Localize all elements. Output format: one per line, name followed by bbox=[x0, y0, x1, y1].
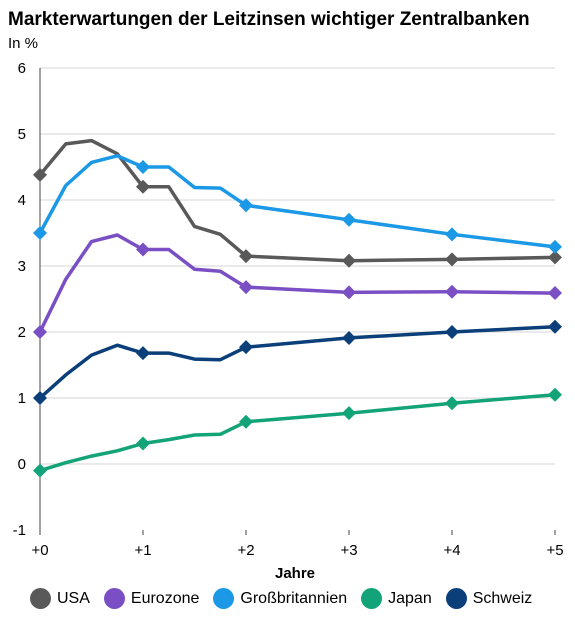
data-point bbox=[548, 319, 562, 334]
legend-swatch bbox=[445, 588, 467, 609]
legend: USA Eurozone Großbritannien Japan Schweiz bbox=[30, 588, 546, 609]
y-tick-label: 6 bbox=[18, 60, 26, 77]
data-point bbox=[548, 387, 562, 402]
data-point bbox=[445, 325, 459, 339]
y-tick-label: 1 bbox=[18, 390, 26, 407]
legend-item: USA bbox=[30, 588, 90, 609]
legend-label: Großbritannien bbox=[240, 589, 348, 607]
data-point bbox=[548, 286, 562, 301]
data-point bbox=[33, 167, 47, 182]
axes bbox=[39, 68, 556, 535]
data-point bbox=[239, 198, 253, 213]
data-point bbox=[342, 285, 356, 300]
y-tick-label: 0 bbox=[18, 456, 26, 473]
data-point bbox=[342, 406, 356, 421]
data-point bbox=[136, 436, 150, 451]
data-point bbox=[445, 396, 459, 411]
data-point bbox=[136, 179, 150, 194]
legend-swatch bbox=[103, 588, 125, 609]
legend-label: USA bbox=[57, 589, 90, 607]
data-point bbox=[33, 325, 47, 339]
series-line bbox=[38, 154, 557, 249]
x-axis-label: Jahre bbox=[275, 565, 315, 582]
data-point bbox=[548, 239, 562, 254]
x-tick-label: +2 bbox=[237, 542, 254, 559]
series-lines bbox=[38, 138, 557, 473]
legend-item: Großbritannien bbox=[213, 588, 347, 609]
unit-label: In % bbox=[8, 35, 39, 52]
data-point bbox=[239, 414, 253, 429]
y-tick-label: 5 bbox=[18, 126, 26, 143]
gridlines bbox=[40, 67, 555, 465]
tick-labels: -1 0 1 2 3 4 5 6 +0 +1 +2 +3 +4 +5 bbox=[13, 60, 564, 559]
data-point bbox=[342, 253, 356, 268]
series-markers bbox=[33, 160, 562, 478]
x-tick-label: +1 bbox=[134, 542, 151, 559]
data-point bbox=[342, 212, 356, 227]
data-point bbox=[239, 249, 253, 264]
legend-swatch bbox=[30, 588, 51, 609]
data-point bbox=[239, 340, 253, 355]
data-point bbox=[342, 330, 356, 345]
data-point bbox=[445, 252, 459, 267]
legend-item: Schweiz bbox=[445, 588, 533, 609]
data-point bbox=[33, 463, 47, 478]
series-line bbox=[38, 392, 557, 473]
data-point bbox=[33, 391, 47, 405]
series-line bbox=[38, 324, 557, 400]
data-point bbox=[33, 226, 47, 240]
legend-label: Eurozone bbox=[130, 589, 200, 607]
legend-label: Japan bbox=[388, 589, 432, 607]
data-point bbox=[445, 284, 459, 299]
data-point bbox=[136, 346, 150, 361]
x-tick-label: +5 bbox=[546, 542, 563, 559]
x-tick-label: +3 bbox=[340, 542, 357, 559]
data-point bbox=[239, 280, 253, 295]
legend-swatch bbox=[213, 588, 235, 609]
y-tick-label: 4 bbox=[18, 192, 26, 209]
x-tick-label: +0 bbox=[31, 542, 48, 559]
y-tick-label: -1 bbox=[13, 522, 26, 539]
legend-label: Schweiz bbox=[472, 589, 533, 607]
chart-title: Markterwartungen der Leitzinsen wichtige… bbox=[8, 9, 530, 30]
series-line bbox=[38, 233, 557, 334]
series-line bbox=[38, 138, 557, 263]
data-point bbox=[136, 160, 150, 174]
data-point bbox=[548, 250, 562, 265]
data-point bbox=[445, 227, 459, 242]
y-tick-label: 3 bbox=[18, 258, 26, 275]
legend-swatch bbox=[361, 588, 383, 609]
legend-item: Eurozone bbox=[103, 588, 200, 609]
x-tick-label: +4 bbox=[443, 542, 460, 559]
legend-item: Japan bbox=[361, 588, 432, 609]
data-point bbox=[136, 242, 150, 257]
y-tick-label: 2 bbox=[18, 324, 26, 341]
